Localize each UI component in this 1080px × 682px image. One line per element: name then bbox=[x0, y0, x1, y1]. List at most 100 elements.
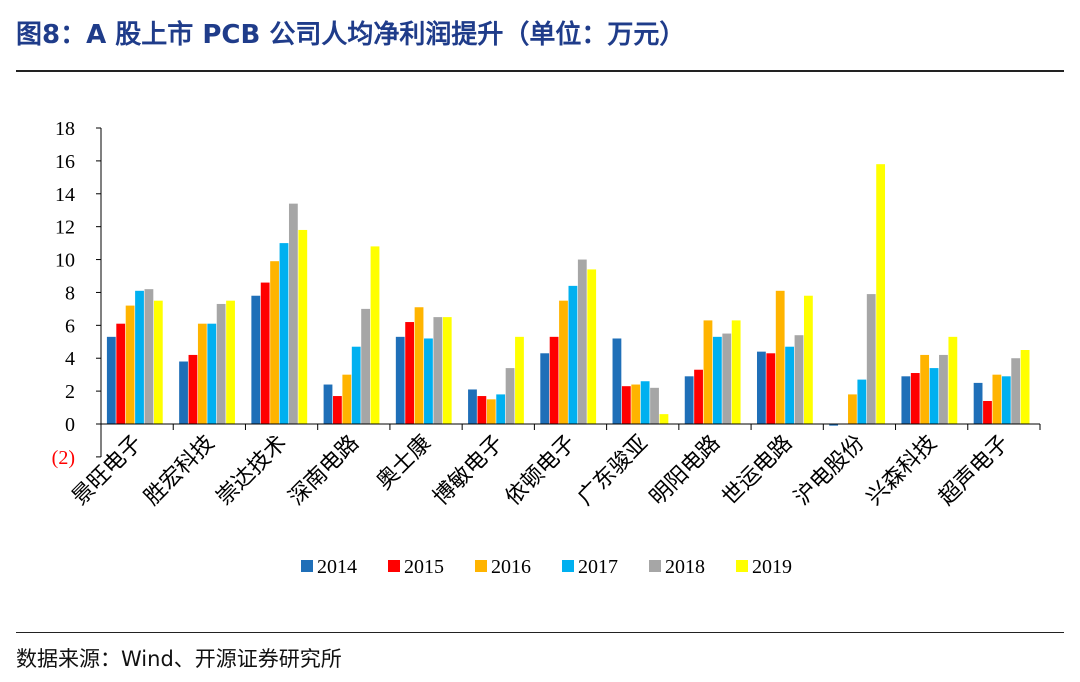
bar-2017-5 bbox=[496, 394, 506, 424]
bar-2017-6 bbox=[568, 285, 578, 424]
bar-2017-9 bbox=[785, 346, 794, 424]
bar-2014-4 bbox=[395, 336, 405, 424]
bar-2015-9 bbox=[766, 353, 776, 424]
bar-2018-2 bbox=[288, 203, 298, 424]
bar-2019-4 bbox=[442, 317, 452, 424]
y-tick-label: 18 bbox=[55, 118, 75, 140]
bar-2018-4 bbox=[433, 317, 443, 424]
y-tick-label: 0 bbox=[65, 414, 75, 436]
legend-swatch-2015 bbox=[388, 560, 400, 572]
bar-2015-7 bbox=[621, 386, 631, 424]
legend-swatch-2019 bbox=[736, 560, 748, 572]
bar-2015-3 bbox=[333, 396, 342, 424]
bar-2016-5 bbox=[486, 399, 496, 424]
bar-2014-1 bbox=[179, 361, 188, 424]
title-divider bbox=[16, 70, 1064, 72]
bar-2019-12 bbox=[1020, 350, 1030, 424]
bar-2015-6 bbox=[549, 336, 559, 424]
bar-2014-10 bbox=[829, 424, 839, 426]
legend-swatch-2018 bbox=[649, 560, 661, 572]
legend-label-2018: 2018 bbox=[665, 556, 705, 578]
y-tick-label: 2 bbox=[65, 381, 75, 403]
legend-swatch-2016 bbox=[475, 560, 487, 572]
legend-swatch-2017 bbox=[562, 560, 574, 572]
bar-2017-12 bbox=[1001, 376, 1011, 424]
bar-2019-8 bbox=[731, 320, 741, 424]
bar-2019-2 bbox=[298, 229, 308, 424]
bar-2019-5 bbox=[515, 336, 524, 424]
bar-2014-8 bbox=[684, 376, 694, 424]
category-label: 明阳电路 bbox=[645, 431, 725, 511]
bar-2016-12 bbox=[992, 374, 1002, 424]
bar-2015-2 bbox=[260, 282, 270, 424]
category-label: 崇达技术 bbox=[212, 431, 292, 511]
bar-2016-9 bbox=[775, 290, 785, 424]
bar-2017-7 bbox=[640, 381, 650, 424]
bar-2018-12 bbox=[1011, 358, 1021, 424]
bar-2018-7 bbox=[650, 387, 659, 424]
y-tick-label: 12 bbox=[55, 217, 75, 239]
legend-label-2019: 2019 bbox=[752, 556, 792, 578]
bar-2018-3 bbox=[361, 308, 371, 424]
bar-2017-0 bbox=[135, 290, 144, 424]
bar-2019-7 bbox=[659, 414, 669, 424]
bar-2017-11 bbox=[929, 368, 939, 424]
category-label: 依顿电子 bbox=[501, 431, 581, 511]
bar-2018-10 bbox=[866, 294, 876, 424]
y-tick-label: 8 bbox=[65, 282, 75, 304]
bar-2016-1 bbox=[197, 323, 207, 424]
category-label: 超声电子 bbox=[934, 431, 1014, 511]
bar-2019-6 bbox=[587, 269, 597, 424]
legend: 2014 2015 2016 2017 2018 2019 bbox=[301, 556, 792, 578]
bars bbox=[106, 164, 1030, 426]
y-tick-label: (2) bbox=[52, 447, 75, 469]
legend-label-2015: 2015 bbox=[404, 556, 444, 578]
bar-2016-6 bbox=[559, 300, 568, 424]
category-label: 景旺电子 bbox=[67, 431, 147, 511]
bar-2019-10 bbox=[876, 164, 886, 424]
y-tick-label: 6 bbox=[65, 315, 75, 337]
footer-divider bbox=[16, 632, 1064, 633]
category-label: 广东骏亚 bbox=[573, 431, 653, 511]
category-label: 世运电路 bbox=[718, 431, 798, 511]
y-tick-label: 16 bbox=[55, 151, 75, 173]
bar-2017-4 bbox=[424, 338, 433, 424]
bar-2018-9 bbox=[794, 335, 804, 424]
bar-2016-8 bbox=[703, 320, 713, 424]
bar-2019-1 bbox=[226, 300, 235, 424]
bar-2018-11 bbox=[939, 354, 948, 424]
bar-2019-0 bbox=[153, 300, 163, 424]
category-label: 胜宏科技 bbox=[140, 431, 220, 511]
bar-2017-10 bbox=[857, 379, 867, 424]
bar-2018-0 bbox=[144, 289, 154, 424]
y-tick-label: 4 bbox=[65, 348, 75, 370]
category-label: 兴森科技 bbox=[862, 431, 942, 511]
bar-2016-4 bbox=[414, 307, 424, 424]
bar-2019-11 bbox=[948, 336, 958, 424]
bar-2017-8 bbox=[712, 336, 722, 424]
bar-2016-0 bbox=[125, 305, 135, 424]
bar-2014-7 bbox=[612, 338, 622, 424]
y-axis: 18 16 14 12 10 8 6 4 2 0 (2) bbox=[52, 118, 102, 469]
bar-2016-7 bbox=[631, 384, 641, 424]
bar-2015-0 bbox=[116, 323, 126, 424]
source-note: 数据来源：Wind、开源证券研究所 bbox=[16, 647, 342, 671]
bar-2018-6 bbox=[577, 259, 587, 424]
bar-2015-1 bbox=[188, 354, 198, 424]
y-tick-label: 14 bbox=[55, 184, 75, 206]
bar-2016-11 bbox=[920, 354, 930, 424]
bar-2015-8 bbox=[694, 369, 703, 424]
bar-2014-11 bbox=[901, 376, 911, 424]
bar-2015-5 bbox=[477, 396, 487, 424]
y-tick-label: 10 bbox=[55, 250, 75, 272]
bar-2014-6 bbox=[540, 353, 550, 424]
legend-label-2017: 2017 bbox=[578, 556, 618, 578]
bar-2015-4 bbox=[405, 322, 415, 424]
bar-2014-2 bbox=[251, 295, 261, 424]
bar-2016-2 bbox=[270, 261, 279, 424]
bar-2014-3 bbox=[323, 384, 333, 424]
bar-2015-11 bbox=[910, 373, 920, 424]
legend-label-2014: 2014 bbox=[317, 556, 357, 578]
